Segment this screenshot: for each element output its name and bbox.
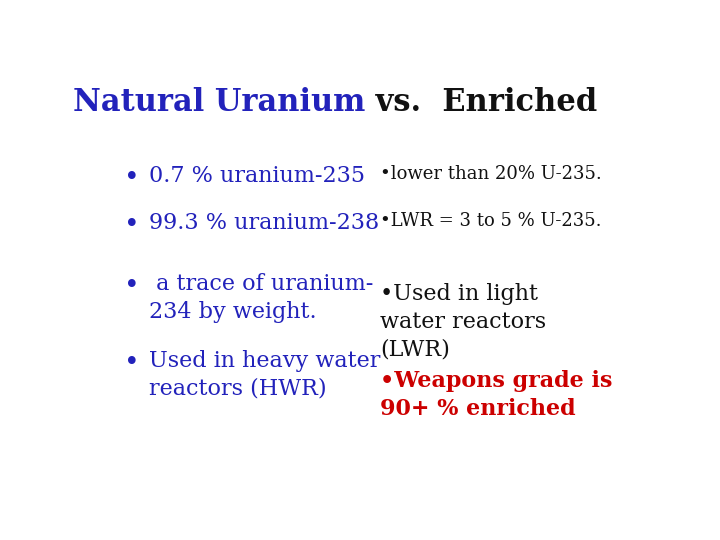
Text: •: • (124, 349, 140, 375)
Text: •: • (124, 165, 140, 190)
Text: •lower than 20% U-235.: •lower than 20% U-235. (380, 165, 602, 183)
Text: •Used in light
water reactors
(LWR): •Used in light water reactors (LWR) (380, 283, 546, 361)
Text: 0.7 % uranium-235: 0.7 % uranium-235 (148, 165, 364, 187)
Text: a trace of uranium-
234 by weight.: a trace of uranium- 234 by weight. (148, 273, 373, 322)
Text: vs.  Enriched: vs. Enriched (365, 87, 598, 118)
Text: •: • (124, 273, 140, 298)
Text: •: • (124, 212, 140, 238)
Text: Natural Uranium: Natural Uranium (73, 87, 365, 118)
Text: •Weapons grade is
90+ % enriched: •Weapons grade is 90+ % enriched (380, 370, 613, 420)
Text: 99.3 % uranium-238: 99.3 % uranium-238 (148, 212, 379, 234)
Text: •LWR = 3 to 5 % U-235.: •LWR = 3 to 5 % U-235. (380, 212, 602, 231)
Text: Used in heavy water
reactors (HWR): Used in heavy water reactors (HWR) (148, 349, 380, 400)
